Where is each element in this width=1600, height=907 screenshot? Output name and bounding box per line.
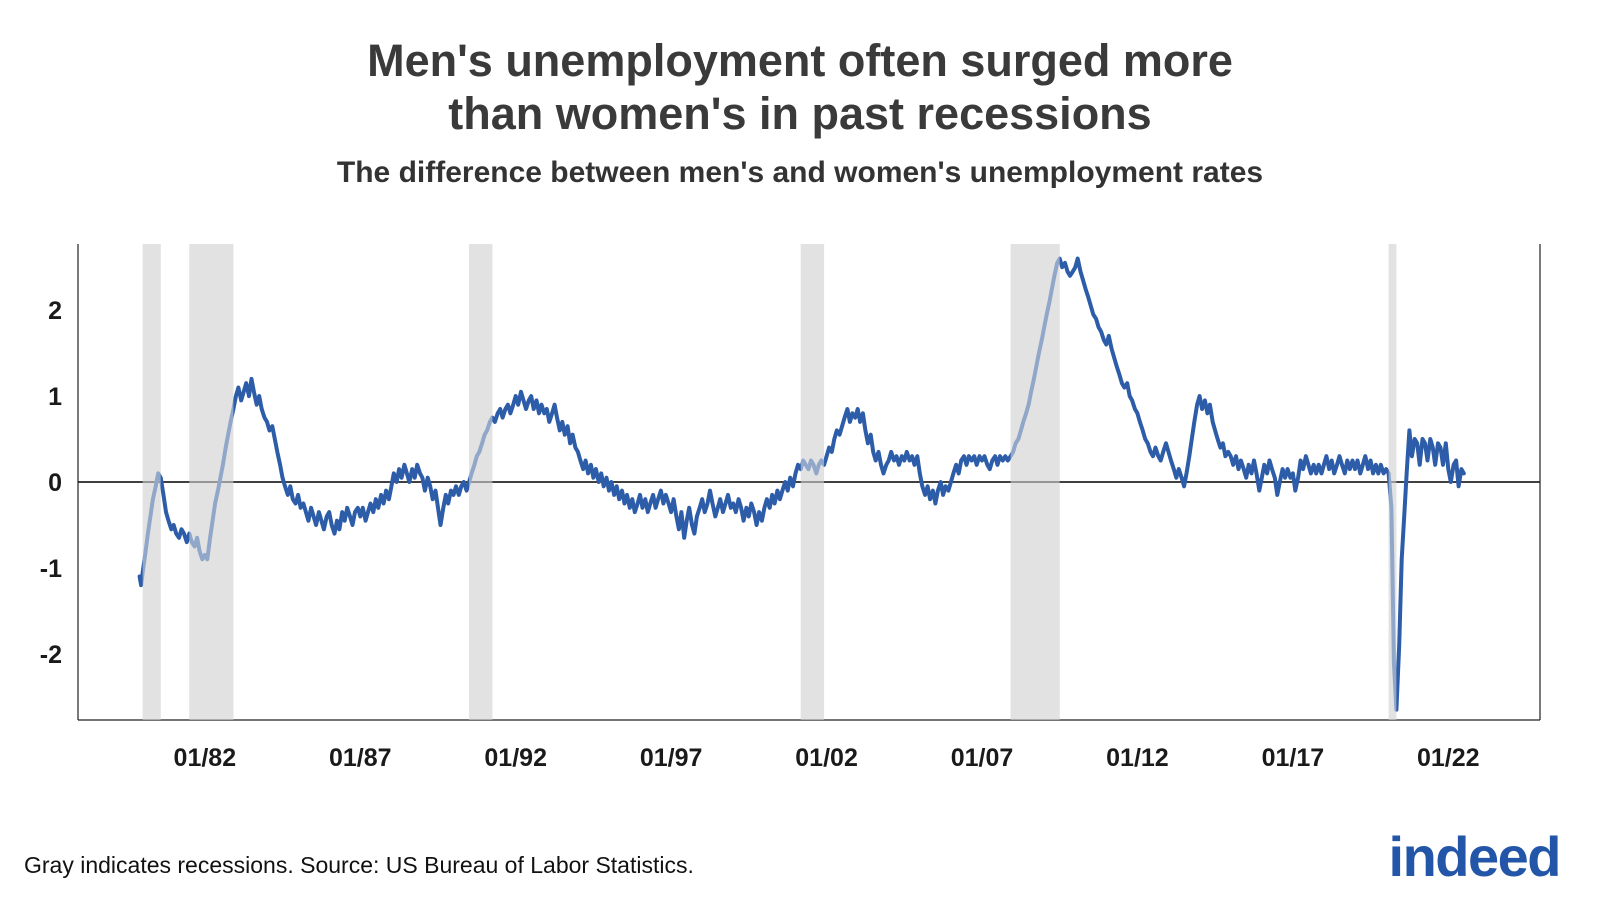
y-tick-label: 0 xyxy=(48,469,62,497)
y-tick-label: -2 xyxy=(40,641,62,669)
x-tick-label: 01/87 xyxy=(329,744,392,772)
y-tick-label: 1 xyxy=(48,383,62,411)
line-chart: 2 1 0 -1 -2 01/82 01/87 01/92 01/97 01/02 01/07 01/… xyxy=(40,244,1541,772)
source-note: Gray indicates recessions. Source: US Bu… xyxy=(24,852,694,878)
chart-title-line1: Men's unemployment often surged more xyxy=(367,35,1233,86)
recession-band-overlay xyxy=(469,244,493,720)
chart-title: Men's unemployment often surged more than… xyxy=(0,34,1600,140)
chart-title-line2: than women's in past recessions xyxy=(448,88,1152,140)
y-tick-label: -1 xyxy=(40,555,62,583)
x-tick-label: 01/97 xyxy=(640,744,703,772)
x-tick-label: 01/12 xyxy=(1106,744,1169,772)
recession-band-overlay xyxy=(1010,244,1060,720)
recession-band-overlay xyxy=(800,244,825,720)
x-tick-label: 01/17 xyxy=(1262,744,1325,772)
recession-band-overlay xyxy=(1388,244,1397,720)
recession-band-overlay xyxy=(189,244,234,720)
chart-subtitle: The difference between men's and women's… xyxy=(336,156,1264,190)
recession-band-overlay xyxy=(142,244,161,720)
x-tick-label: 01/92 xyxy=(484,744,547,772)
x-tick-label: 01/07 xyxy=(951,744,1014,772)
x-tick-label: 01/82 xyxy=(174,744,237,772)
x-tick-label: 01/02 xyxy=(795,744,858,772)
y-tick-label: 2 xyxy=(48,297,62,325)
x-tick-label: 01/22 xyxy=(1417,744,1480,772)
indeed-logo: indeed xyxy=(1388,825,1562,888)
